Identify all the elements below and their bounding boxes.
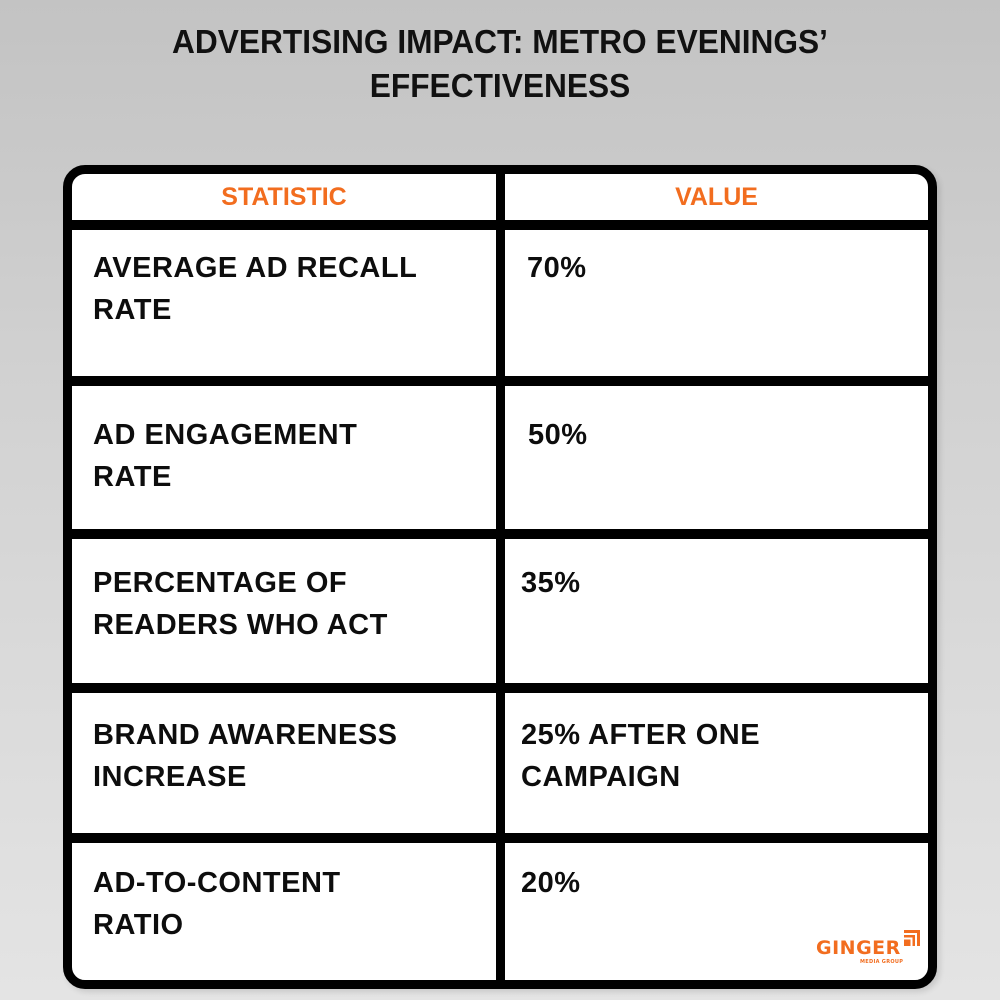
cell-line: AVERAGE AD RECALL bbox=[93, 252, 418, 284]
cell-line: 35% bbox=[521, 567, 581, 599]
table-row-4-value: 25% AFTER ONE CAMPAIGN bbox=[521, 714, 760, 798]
table-row-1-statistic: AVERAGE AD RECALL RATE bbox=[93, 247, 417, 331]
column-divider bbox=[496, 174, 505, 980]
row-divider bbox=[72, 529, 928, 539]
cell-line: AD-TO-CONTENT bbox=[93, 867, 341, 899]
cell-line: BRAND AWARENESS bbox=[93, 719, 398, 751]
cell-line: 50% bbox=[528, 419, 588, 451]
cell-line: RATIO bbox=[93, 909, 184, 941]
ginger-logo-mark-icon bbox=[904, 930, 920, 946]
table-row-2-statistic: AD ENGAGEMENT RATE bbox=[93, 414, 357, 498]
cell-line: PERCENTAGE OF bbox=[93, 567, 348, 599]
row-divider bbox=[72, 833, 928, 843]
cell-line: READERS WHO ACT bbox=[93, 609, 388, 641]
cell-line: 70% bbox=[527, 252, 587, 284]
table-row-3-statistic: PERCENTAGE OF READERS WHO ACT bbox=[93, 562, 388, 646]
table-row-5-statistic: AD-TO-CONTENT RATIO bbox=[93, 862, 341, 946]
table-row-3-value: 35% bbox=[521, 562, 581, 604]
statistics-table: STATISTIC VALUE AVERAGE AD RECALL RATE 7… bbox=[63, 165, 937, 989]
header-statistic: STATISTIC bbox=[221, 183, 347, 211]
title-line-2: EFFECTIVENESS bbox=[369, 67, 631, 104]
logo-name: GINGER bbox=[816, 937, 901, 959]
cell-line: 20% bbox=[521, 867, 581, 899]
row-divider bbox=[72, 683, 928, 693]
header-divider bbox=[72, 220, 928, 230]
cell-line: CAMPAIGN bbox=[521, 761, 681, 793]
table-row-5-value: 20% bbox=[521, 862, 581, 904]
table-row-4-statistic: BRAND AWARENESS INCREASE bbox=[93, 714, 398, 798]
cell-line: INCREASE bbox=[93, 761, 247, 793]
table-row-1-value: 70% bbox=[527, 247, 587, 289]
cell-line: 25% AFTER ONE bbox=[521, 719, 761, 751]
title-line-1: ADVERTISING IMPACT: METRO EVENINGS’ bbox=[172, 23, 828, 60]
row-divider bbox=[72, 376, 928, 386]
ginger-media-group-logo: GINGER MEDIA GROUP bbox=[816, 930, 926, 970]
cell-line: RATE bbox=[93, 461, 172, 493]
logo-tagline: MEDIA GROUP bbox=[860, 959, 904, 965]
cell-line: AD ENGAGEMENT bbox=[93, 419, 358, 451]
page-title: ADVERTISING IMPACT: METRO EVENINGS’ EFFE… bbox=[20, 20, 980, 108]
header-value: VALUE bbox=[675, 183, 758, 211]
cell-line: RATE bbox=[93, 294, 172, 326]
table-row-2-value: 50% bbox=[528, 414, 588, 456]
